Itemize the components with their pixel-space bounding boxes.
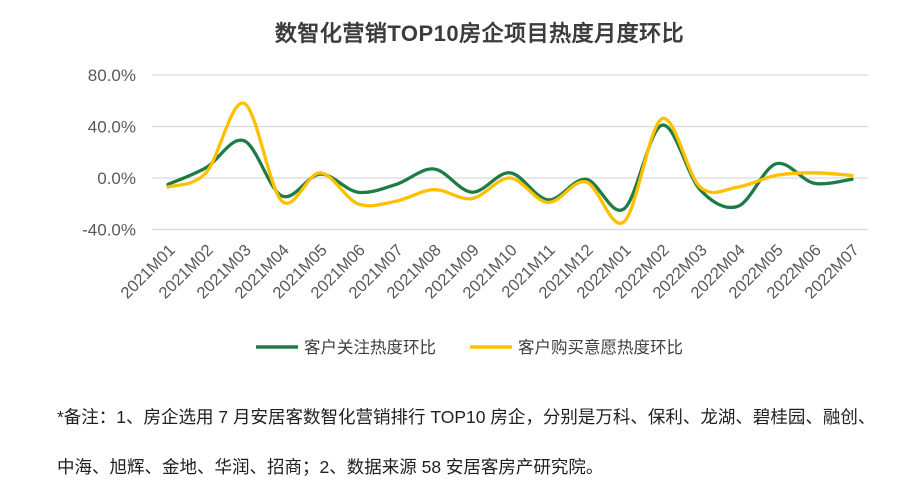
chart-title: 数智化营销TOP10房企项目热度月度环比 <box>274 21 685 46</box>
footnote-line-2: 中海、旭辉、金地、华润、招商；2、数据来源 58 安居客房产研究院。 <box>57 457 604 477</box>
y-axis-tick-label: -40.0% <box>82 221 136 240</box>
y-axis-tick-label: 80.0% <box>88 66 136 85</box>
series-line-green <box>166 123 854 212</box>
footnote: *备注：1、房企选用 7 月安居客数智化营销排行 TOP10 房企，分别是万科、… <box>57 392 887 492</box>
line-chart: 80.0%40.0%0.0%-40.0%2021M012021M022021M0… <box>82 66 868 357</box>
series-line-yellow <box>166 101 854 225</box>
y-axis-tick-label: 40.0% <box>88 118 136 137</box>
y-axis-tick-label: 0.0% <box>97 169 136 188</box>
legend-label: 客户购买意愿热度环比 <box>518 338 683 357</box>
footnote-line-1: *备注：1、房企选用 7 月安居客数智化营销排行 TOP10 房企，分别是万科、… <box>57 407 876 427</box>
legend-label: 客户关注热度环比 <box>304 338 436 357</box>
